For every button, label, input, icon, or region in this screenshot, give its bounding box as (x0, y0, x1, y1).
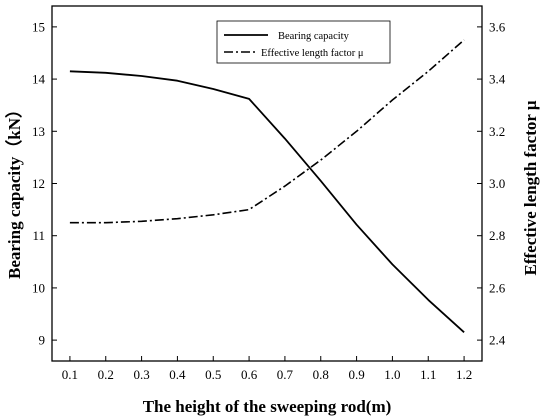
right-y-tick-label: 2.6 (489, 280, 506, 295)
right-y-tick-label: 2.8 (489, 228, 505, 243)
left-y-tick-label: 12 (32, 176, 45, 191)
right-y-tick-label: 3.6 (489, 19, 506, 34)
x-tick-label: 0.7 (277, 367, 294, 382)
right-y-tick-label: 3.4 (489, 72, 506, 87)
right-y-tick-label: 3.2 (489, 124, 505, 139)
left-y-tick-label: 10 (32, 280, 45, 295)
right-y-axis-ticks: 2.4 2.6 2.8 3.0 3.2 3.4 3.6 (477, 19, 506, 348)
series-layer (69, 39, 465, 333)
legend-label-effective-length-factor: Effective length factor μ (261, 48, 364, 59)
series-line-effective-length-factor (69, 39, 465, 224)
x-axis-title: The height of the sweeping rod(m) (143, 397, 392, 416)
x-tick-label: 1.1 (420, 367, 436, 382)
x-axis-ticks: 0.1 0.2 0.3 0.4 0.5 0.6 0.7 0.8 0.9 1.0 1.1 1.2 (62, 356, 472, 382)
x-tick-label: 0.3 (133, 367, 149, 382)
x-tick-label: 0.6 (241, 367, 258, 382)
right-y-tick-label: 3.0 (489, 176, 505, 191)
series-line-bearing-capacity (69, 70, 465, 333)
left-y-tick-label: 11 (32, 228, 45, 243)
left-y-tick-label: 13 (32, 124, 45, 139)
left-y-axis-ticks: 9 10 11 12 13 14 15 (32, 19, 57, 348)
right-y-axis-title: Effective length factor μ (521, 100, 540, 275)
left-y-axis-title: Bearing capacity（kN） (4, 101, 24, 279)
legend: Bearing capacity Effective length factor… (216, 20, 391, 64)
right-y-tick-label: 2.4 (489, 333, 506, 348)
x-tick-label: 0.5 (205, 367, 221, 382)
left-y-tick-label: 15 (32, 19, 45, 34)
x-tick-label: 0.8 (313, 367, 329, 382)
x-tick-label: 0.9 (348, 367, 364, 382)
x-tick-label: 0.1 (62, 367, 78, 382)
left-y-tick-label: 9 (39, 333, 46, 348)
x-tick-label: 0.2 (98, 367, 114, 382)
legend-label-bearing-capacity: Bearing capacity (278, 31, 350, 42)
legend-box (216, 20, 391, 64)
x-tick-label: 1.0 (384, 367, 400, 382)
x-tick-label: 1.2 (456, 367, 472, 382)
left-y-tick-label: 14 (32, 72, 46, 87)
x-tick-label: 0.4 (169, 367, 186, 382)
